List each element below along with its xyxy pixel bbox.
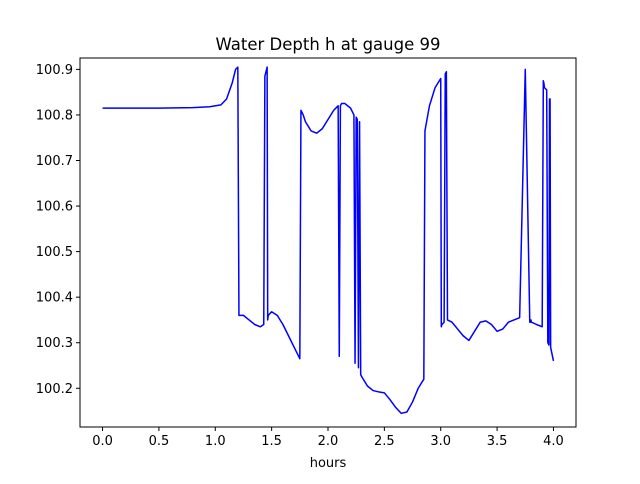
x-axis-label: hours bbox=[310, 456, 347, 471]
series-layer bbox=[102, 66, 555, 415]
y-tick-label: 100.7 bbox=[36, 154, 73, 169]
y-tick-label: 100.9 bbox=[36, 63, 73, 78]
y-tick-label: 100.4 bbox=[36, 291, 73, 306]
y-tick-label: 100.8 bbox=[36, 108, 73, 123]
x-tick-label: 1.0 bbox=[205, 434, 226, 449]
x-tick-label: 2.5 bbox=[374, 434, 395, 449]
chart-title: Water Depth h at gauge 99 bbox=[216, 35, 441, 54]
y-tick-label: 100.6 bbox=[36, 200, 73, 215]
x-tick-label: 0.0 bbox=[92, 434, 113, 449]
x-axis-ticks: 0.0 0.5 1.0 1.5 2.0 2.5 3.0 3.5 4.0 bbox=[92, 427, 564, 449]
plot-area bbox=[80, 58, 576, 427]
y-tick-label: 100.3 bbox=[36, 336, 73, 351]
x-tick-label: 1.5 bbox=[261, 434, 282, 449]
x-tick-label: 2.0 bbox=[318, 434, 339, 449]
x-tick-label: 0.5 bbox=[149, 434, 170, 449]
y-tick-label: 100.2 bbox=[36, 382, 73, 397]
x-tick-label: 3.0 bbox=[430, 434, 451, 449]
x-tick-label: 3.5 bbox=[487, 434, 508, 449]
series-line bbox=[102, 66, 555, 415]
x-tick-label: 4.0 bbox=[543, 434, 564, 449]
y-tick-label: 100.5 bbox=[36, 245, 73, 260]
y-axis-ticks: 100.2 100.3 100.4 100.5 100.6 100.7 100.8 100.9 bbox=[36, 63, 80, 397]
plot-frame bbox=[79, 57, 577, 428]
